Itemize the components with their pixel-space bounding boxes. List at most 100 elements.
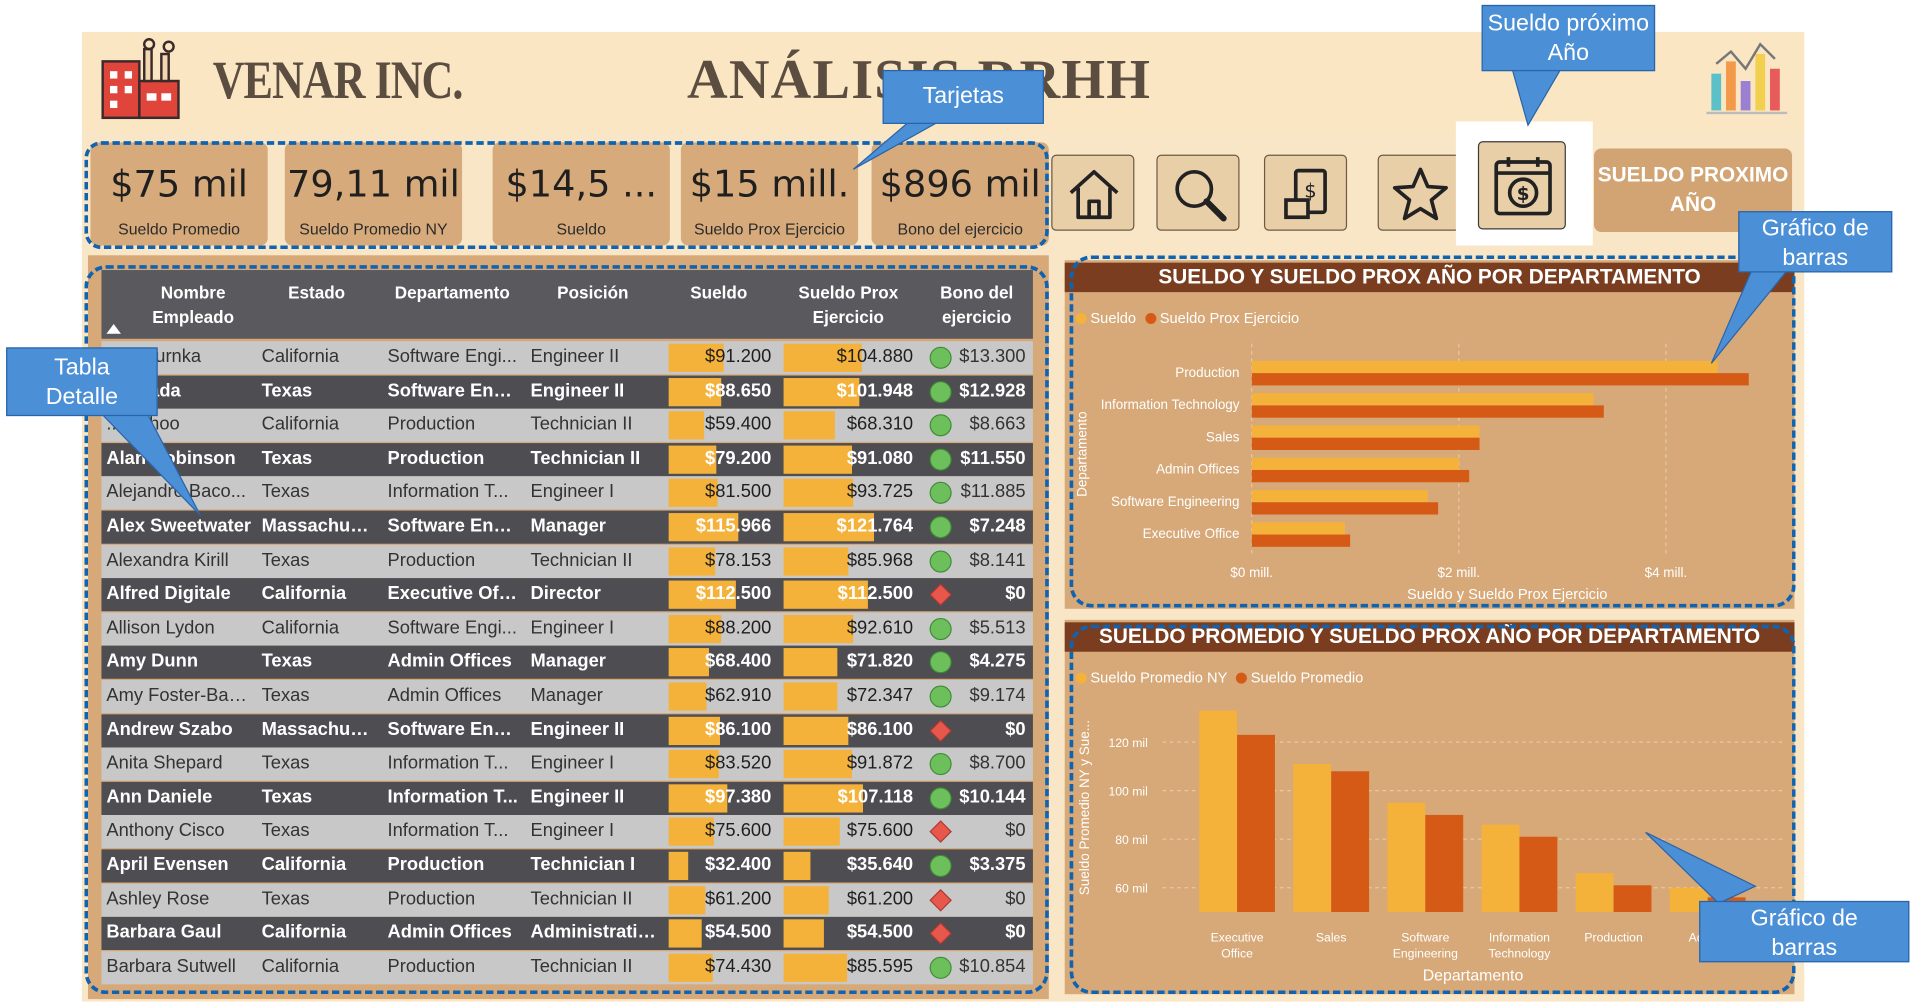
green-circle-icon bbox=[929, 346, 952, 369]
table-row[interactable]: Anthony Cisco Texas Information T... Engine… bbox=[101, 815, 1033, 849]
bar-sueldo-prox[interactable] bbox=[1251, 534, 1351, 547]
table-row[interactable]: Amy Dunn Texas Admin Offices Manager $68.400… bbox=[101, 646, 1033, 680]
cell-sueldo-prox: $71.820 bbox=[783, 648, 918, 677]
bar-promedio-ny[interactable] bbox=[1293, 763, 1332, 912]
table-row[interactable]: Anita Shepard Texas Information T... Engine… bbox=[101, 747, 1033, 781]
calendar-dollar-button[interactable]: $ bbox=[1477, 141, 1566, 230]
column-header-nombre[interactable]: Nombre Empleado bbox=[152, 282, 235, 327]
y-tick-label: Sales bbox=[1206, 429, 1240, 444]
cell-bono: $13.300 bbox=[959, 346, 1026, 367]
table-row[interactable]: Alex Sweetwater Massachuse... Software Eng… bbox=[101, 510, 1033, 544]
cell-bono: $10.144 bbox=[959, 786, 1026, 808]
cell-sueldo: $88.200 bbox=[668, 614, 777, 643]
table-row[interactable]: Alfred Digitale California Executive Offic… bbox=[101, 578, 1033, 612]
bar-sueldo-prox[interactable] bbox=[1251, 469, 1470, 483]
y-tick-label: Software Engineering bbox=[1111, 494, 1240, 509]
cell-value: $61.200 bbox=[705, 888, 772, 910]
star-button[interactable] bbox=[1377, 154, 1461, 231]
y-tick-label: 100 mil bbox=[1108, 785, 1147, 799]
bar-sueldo[interactable] bbox=[1251, 360, 1718, 374]
search-button[interactable] bbox=[1156, 154, 1240, 231]
cell-bono: $3.375 bbox=[969, 854, 1026, 876]
card-sueldo: $14,5 ... Sueldo bbox=[492, 142, 670, 246]
bar-promedio-ny[interactable] bbox=[1575, 873, 1614, 912]
cell-value: $115.966 bbox=[695, 515, 772, 537]
cell-value: $75.600 bbox=[846, 820, 914, 842]
bar-promedio[interactable] bbox=[1425, 814, 1464, 912]
cell-value: $62.910 bbox=[705, 684, 772, 706]
y-axis-label: Departamento bbox=[1075, 411, 1090, 497]
cell-value: $79.200 bbox=[705, 447, 772, 469]
sort-ascending-icon[interactable] bbox=[106, 324, 122, 334]
table-row[interactable]: Barbara Sutwell California Production Techn… bbox=[101, 950, 1033, 985]
cell-value: $101.948 bbox=[836, 379, 914, 401]
data-bar bbox=[668, 885, 706, 914]
bar-promedio[interactable] bbox=[1237, 734, 1275, 912]
bar-sueldo-prox[interactable] bbox=[1251, 405, 1604, 418]
column-header-sueldo[interactable]: Sueldo bbox=[690, 282, 748, 302]
cell-value: $83.520 bbox=[705, 752, 772, 774]
table-row[interactable]: April Evensen California Production Technic… bbox=[101, 849, 1033, 883]
cell-value: $86.100 bbox=[705, 718, 772, 740]
column-header-sueldo-prox[interactable]: Sueldo Prox Ejercicio bbox=[798, 282, 899, 327]
cell-bono: $0 bbox=[1005, 718, 1026, 740]
green-circle-icon bbox=[929, 380, 952, 403]
cell-sueldo: $75.600 bbox=[668, 817, 777, 847]
bar-sueldo-prox[interactable] bbox=[1251, 502, 1439, 515]
data-bar bbox=[783, 445, 852, 474]
bar-sueldo[interactable] bbox=[1251, 457, 1459, 470]
cell-bono: $10.854 bbox=[959, 955, 1026, 977]
data-bar bbox=[668, 682, 707, 711]
bar-sueldo[interactable] bbox=[1251, 393, 1594, 406]
bar-promedio[interactable] bbox=[1519, 836, 1558, 912]
column-header-departamento[interactable]: Departamento bbox=[394, 282, 510, 302]
document-money-button[interactable]: $ bbox=[1263, 154, 1348, 231]
table-row[interactable]: Amy Foster-Bak... Texas Admin Offices Manag… bbox=[101, 679, 1033, 714]
table-row[interactable]: Allison Lydon California Software Engi... E… bbox=[101, 612, 1033, 646]
bar-sueldo-prox[interactable] bbox=[1251, 437, 1480, 450]
column-header-bono[interactable]: Bono del ejercicio bbox=[940, 282, 1014, 327]
home-button[interactable] bbox=[1051, 154, 1135, 231]
bar-sueldo-prox[interactable] bbox=[1251, 373, 1749, 386]
legend-dot bbox=[1075, 672, 1087, 684]
table-row[interactable]: Barbara Gaul California Admin Offices Admin… bbox=[101, 917, 1033, 951]
data-bar bbox=[668, 919, 702, 948]
x-tick-label: $2 mill. bbox=[1438, 565, 1481, 580]
legend-item: Sueldo bbox=[1090, 309, 1137, 327]
bar-promedio[interactable] bbox=[1613, 885, 1652, 912]
cell-value: $74.430 bbox=[705, 955, 772, 977]
bar-promedio-ny[interactable] bbox=[1387, 802, 1426, 912]
red-diamond-icon bbox=[929, 820, 952, 844]
bar-promedio[interactable] bbox=[1331, 771, 1370, 912]
table-row[interactable]: Ann Daniele Texas Information T... Engineer… bbox=[101, 781, 1033, 815]
green-circle-icon bbox=[929, 414, 952, 437]
cell-sueldo: $112.500 bbox=[668, 580, 777, 610]
table-row[interactable]: ... SahooCaliforniaProductionTechnician … bbox=[101, 408, 1033, 443]
table-row[interactable]: Alan Robinson Texas Production Technician I… bbox=[101, 442, 1033, 476]
bar-promedio-ny[interactable] bbox=[1481, 824, 1520, 912]
bar-sueldo[interactable] bbox=[1251, 489, 1428, 503]
callout-grafico-barras-1: Gráfico de barras bbox=[1738, 211, 1893, 273]
cell-value: $54.500 bbox=[705, 922, 772, 943]
y-tick-label: Executive Office bbox=[1143, 526, 1240, 541]
y-axis-label: Sueldo Promedio NY y Sue... bbox=[1077, 720, 1092, 895]
green-circle-icon bbox=[929, 651, 952, 674]
bar-promedio-ny[interactable] bbox=[1199, 710, 1238, 912]
bar-sueldo[interactable] bbox=[1251, 425, 1480, 438]
table-row[interactable]: ... SaadaTexasSoftware Engi...Engineer I… bbox=[101, 375, 1033, 409]
column-header-posicion[interactable]: Posición bbox=[557, 282, 629, 302]
callout-arrow bbox=[852, 120, 943, 170]
bar-sueldo[interactable] bbox=[1251, 522, 1345, 535]
table-row[interactable]: Ashley Rose Texas Production Technician II $… bbox=[101, 883, 1033, 917]
column-header-estado[interactable]: Estado bbox=[288, 282, 346, 302]
table-row[interactable]: Alexandra Kirill Texas Production Technicia… bbox=[101, 544, 1033, 578]
cell-value: $88.650 bbox=[705, 379, 772, 401]
table-row[interactable]: Andrew Szabo Massachuse... Software Engi..… bbox=[101, 713, 1033, 747]
table-row[interactable]: Alejandro Baco... Texas Information T... En… bbox=[101, 476, 1033, 510]
callout-arrow bbox=[1645, 832, 1757, 905]
svg-text:$: $ bbox=[1304, 180, 1316, 203]
data-bar bbox=[783, 953, 848, 982]
red-diamond-icon bbox=[929, 583, 952, 607]
data-bar bbox=[783, 648, 838, 677]
